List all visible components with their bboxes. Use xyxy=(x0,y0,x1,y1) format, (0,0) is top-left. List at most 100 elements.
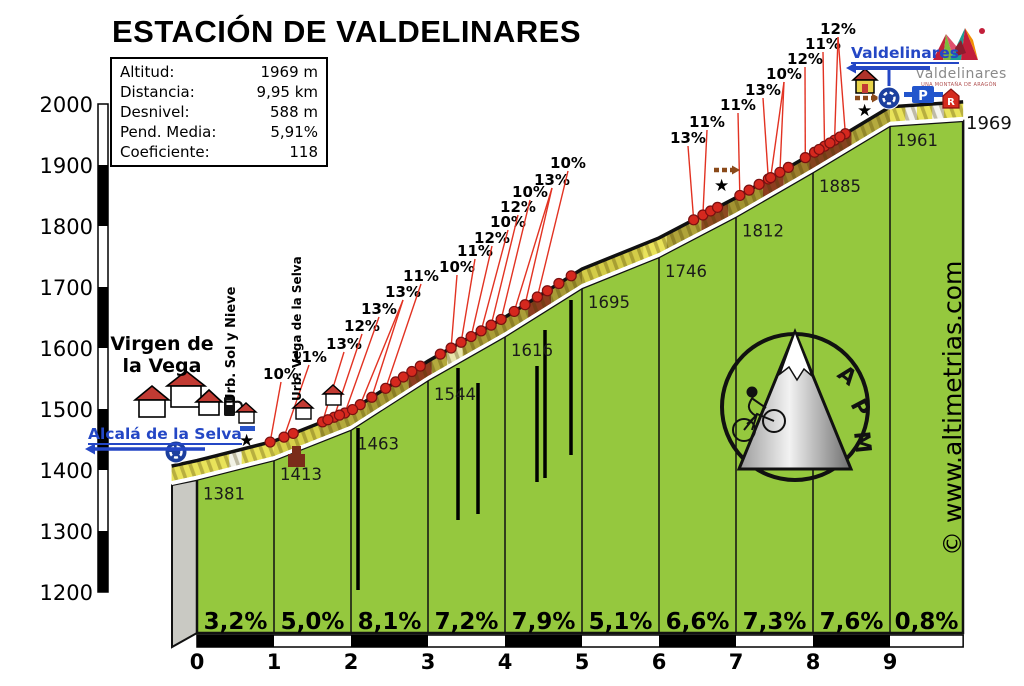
steep-gradient-dot xyxy=(475,325,487,337)
gradient-marker-label: 10% xyxy=(766,65,802,83)
info-label: Desnivel: xyxy=(120,103,190,121)
segment-gradient-label: 7,9% xyxy=(512,609,576,635)
gradient-marker-line xyxy=(371,299,404,398)
info-value: 118 xyxy=(289,143,318,161)
steep-gradient-dot xyxy=(322,414,334,426)
trail-arrow-icon xyxy=(714,165,740,175)
gradient-marker-label: 10% xyxy=(512,183,548,201)
gradient-marker-label: 12% xyxy=(820,20,856,38)
valdelinares-logo-name: valdelinares xyxy=(916,66,1007,82)
x-axis-bar-segment xyxy=(505,635,582,647)
gradient-marker-line xyxy=(779,81,785,173)
start-road-label: Alcalá de la Selva xyxy=(88,425,242,445)
gradient-marker-label: 11% xyxy=(720,96,756,114)
x-axis-tick-label: 2 xyxy=(344,650,359,674)
steep-gradient-dot xyxy=(743,184,755,196)
summit-town-label: Valdelinares xyxy=(851,44,960,64)
x-axis-tick-label: 1 xyxy=(267,650,282,674)
gradient-marker-label: 12% xyxy=(474,229,510,247)
svg-text:P: P xyxy=(918,89,928,104)
segment-gradient-label: 8,1% xyxy=(358,609,422,635)
info-value: 9,95 km xyxy=(256,83,318,101)
info-row: Coeficiente: 118 xyxy=(112,142,326,162)
valdelinares-logo-tagline: UNA MONTAÑA DE ARAGÓN xyxy=(921,82,997,88)
star-icon: ★ xyxy=(239,431,254,451)
gradient-marker-line xyxy=(359,299,404,405)
star-icon: ★ xyxy=(714,176,729,196)
steep-gradient-dot xyxy=(734,189,746,202)
gradient-marker-label: 12% xyxy=(787,50,823,68)
gradient-marker-line xyxy=(536,170,569,298)
y-axis-tick-label: 1700 xyxy=(40,276,93,300)
gradient-marker-label: 11% xyxy=(403,267,439,285)
x-axis-tick-label: 3 xyxy=(421,650,436,674)
info-row: Desnivel: 588 m xyxy=(112,102,326,122)
gradient-marker-label: 13% xyxy=(670,129,706,147)
gradient-marker-label: 12% xyxy=(344,317,380,335)
gradient-marker-line xyxy=(524,187,553,305)
climb-info-box: Altitud: 1969 m Distancia: 9,95 km Desni… xyxy=(110,57,328,167)
svg-text:R: R xyxy=(947,97,955,108)
elevation-label: 1746 xyxy=(665,262,707,281)
steep-gradient-dot xyxy=(264,436,276,448)
x-axis-tick-label: 9 xyxy=(883,650,898,674)
gradient-marker-line xyxy=(687,145,695,220)
info-label: Distancia: xyxy=(120,83,195,101)
gradient-marker-line xyxy=(490,214,519,326)
gradient-marker-line xyxy=(822,51,826,147)
arrow-left-icon xyxy=(85,443,205,455)
elevation-label: 1695 xyxy=(588,293,630,312)
house-icon xyxy=(851,67,879,94)
elevation-label: 1969 xyxy=(966,113,1012,134)
y-axis-tick-label: 1600 xyxy=(40,337,93,361)
x-axis-tick-label: 5 xyxy=(575,650,590,674)
steep-gradient-dot xyxy=(287,427,299,440)
steep-gradient-dot xyxy=(765,172,777,184)
gradient-marker-label: 11% xyxy=(689,113,725,131)
refuge-sign-icon: R xyxy=(942,88,960,109)
y-axis-bar-segment xyxy=(98,409,108,470)
info-label: Pend. Media: xyxy=(120,123,217,141)
gradient-marker-label: 13% xyxy=(534,171,570,189)
house-icon xyxy=(291,384,345,420)
gradient-marker-line xyxy=(513,187,553,312)
y-axis-tick-label: 1300 xyxy=(40,520,93,544)
steep-gradient-dot xyxy=(711,201,724,213)
x-axis-tick-label: 7 xyxy=(729,650,744,674)
steep-gradient-dot xyxy=(541,285,553,297)
hill-side-face xyxy=(171,478,198,649)
gradient-marker-label: 11% xyxy=(805,35,841,53)
segment-gradient-label: 0,8% xyxy=(895,609,959,635)
steep-gradient-dot xyxy=(397,371,409,383)
steep-gradient-dot xyxy=(531,291,543,303)
gradient-marker-label: 10% xyxy=(439,258,475,276)
elevation-label: 1381 xyxy=(203,485,245,504)
gradient-marker-line xyxy=(500,199,531,320)
info-row: Altitud: 1969 m xyxy=(112,62,326,82)
gradient-marker-line xyxy=(450,274,458,349)
y-axis-bar-segment xyxy=(98,165,108,226)
gradient-marker-line xyxy=(837,36,847,134)
segment-gradient-label: 6,6% xyxy=(666,609,730,635)
steep-gradient-dot xyxy=(813,143,825,156)
info-value: 1969 m xyxy=(260,63,318,81)
blue-sign-icon xyxy=(240,426,255,431)
y-axis-tick-label: 1400 xyxy=(40,459,93,483)
house-icon xyxy=(234,402,258,424)
village-houses-icon xyxy=(132,369,225,418)
steep-gradient-dot xyxy=(834,131,846,143)
elevation-label: 1463 xyxy=(357,435,399,454)
steep-gradient-dot xyxy=(390,376,402,388)
info-label: Altitud: xyxy=(120,63,175,81)
steep-gradient-dot xyxy=(380,382,392,394)
steep-gradient-dot xyxy=(366,391,378,403)
steep-gradient-dot xyxy=(774,166,786,178)
x-axis-tick-label: 4 xyxy=(498,650,513,674)
gradient-marker-line xyxy=(769,81,785,178)
segment-gradient-label: 7,2% xyxy=(435,609,499,635)
segment-gradient-label: 3,2% xyxy=(204,609,268,635)
steep-gradient-dot xyxy=(414,360,426,372)
gradient-marker-line xyxy=(833,36,839,141)
x-axis-bar-segment xyxy=(659,635,736,647)
urbanization-label: Urb. Sol y Nieve xyxy=(224,286,239,404)
